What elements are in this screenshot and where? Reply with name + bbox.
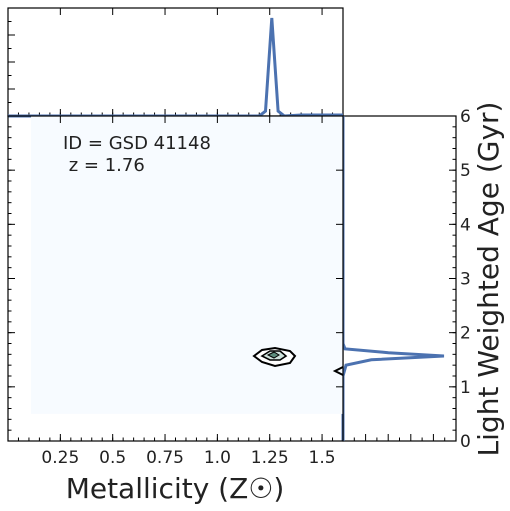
y-tick-label: 1 [460, 378, 471, 398]
galaxy-id-label: ID = GSD 41148 [63, 133, 211, 154]
top-panel-ticks [8, 7, 334, 117]
edge-contour [332, 366, 344, 376]
x-tick-label: 0.75 [146, 448, 184, 468]
x-tick-label: 1.25 [251, 448, 289, 468]
x-tick-label: 0.5 [99, 448, 126, 468]
metallicity-marginal-line [8, 17, 343, 118]
y-tick-label: 4 [460, 215, 471, 235]
metallicity-tick-labels: 0.25 0.5 0.75 1.0 1.25 1.5 [41, 448, 335, 468]
y-tick-label: 6 [460, 107, 471, 127]
age-marginal-line [341, 116, 445, 441]
joint-panel-ticks [8, 115, 343, 442]
age-axis-label: Light Weighted Age (Gyr) [472, 102, 505, 457]
x-tick-label: 1.0 [204, 448, 231, 468]
joint-density-fill [31, 116, 343, 414]
y-tick-label: 2 [460, 324, 471, 344]
y-tick-label: 0 [460, 432, 471, 452]
joint-panel: 0.25 0.5 0.75 1.0 1.25 1.5 ID = GSD 41148 z =… [7, 115, 344, 505]
y-tick-label: 5 [460, 161, 471, 181]
redshift-label: z = 1.76 [63, 155, 145, 176]
x-tick-label: 0.25 [41, 448, 79, 468]
x-tick-label: 1.5 [309, 448, 336, 468]
top-marginal-panel [7, 7, 344, 118]
right-panel-frame [342, 115, 457, 442]
inner-contour [266, 351, 280, 359]
right-marginal-panel: 0 1 2 3 4 5 6 Light Weighted Age (Gyr) [341, 102, 505, 457]
y-tick-label: 3 [460, 270, 471, 290]
age-tick-labels: 0 1 2 3 4 5 6 [460, 107, 471, 452]
right-panel-ticks [342, 115, 457, 442]
top-panel-frame [7, 7, 344, 117]
metallicity-axis-label: Metallicity (Z☉) [66, 472, 285, 505]
